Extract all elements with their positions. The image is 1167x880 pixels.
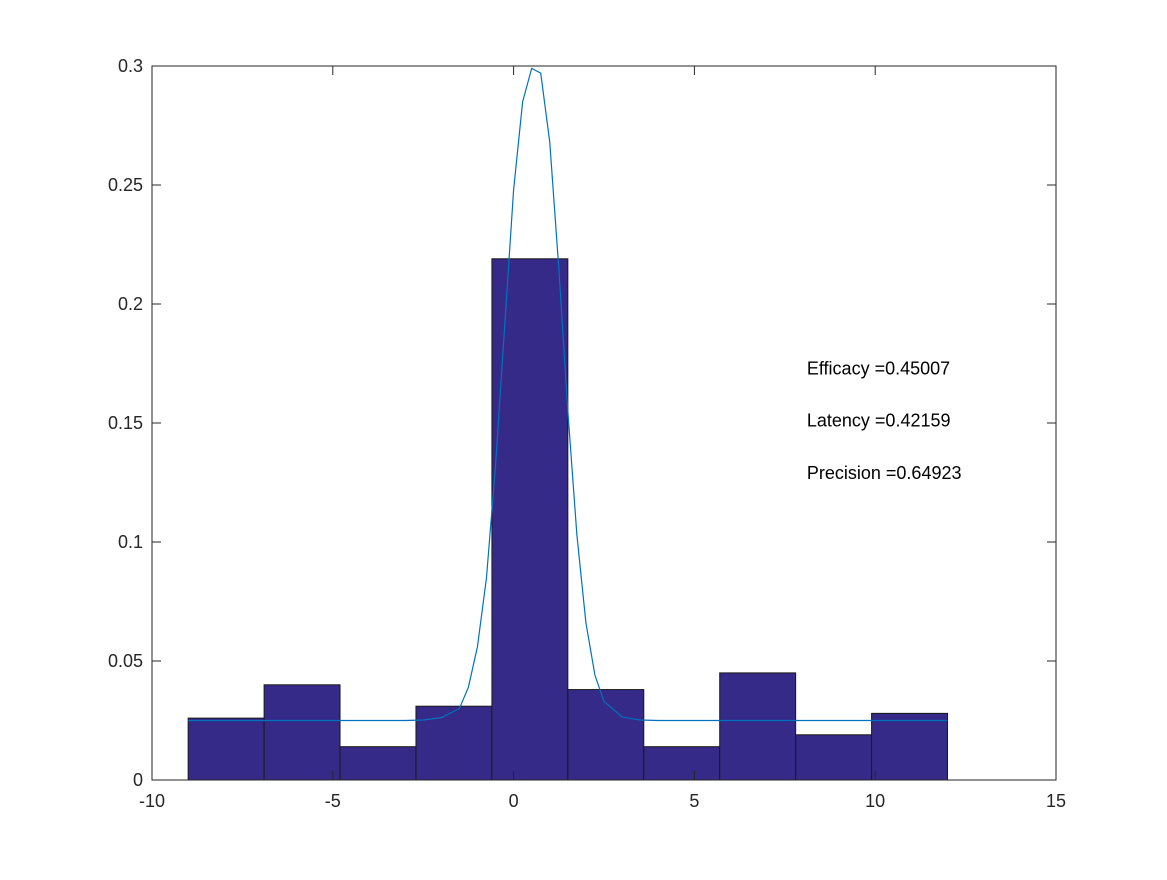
histogram-bar-4 xyxy=(415,705,493,781)
x-tick-label: 0 xyxy=(509,791,519,811)
y-tick-label: 0.25 xyxy=(108,175,143,195)
histogram-bar-10 xyxy=(871,712,949,781)
histogram-bar-2 xyxy=(263,684,341,781)
y-tick-label: 0.05 xyxy=(108,651,143,671)
y-tick-label: 0.15 xyxy=(108,413,143,433)
y-tick-label: 0.3 xyxy=(118,56,143,76)
stat-annotation-3: Precision =0.64923 xyxy=(807,463,962,483)
plot-background xyxy=(152,66,1056,780)
y-tick-label: 0.1 xyxy=(118,532,143,552)
x-tick-label: -10 xyxy=(139,791,165,811)
histogram-bar-8 xyxy=(719,672,797,781)
stat-annotation-2: Latency =0.42159 xyxy=(807,411,951,431)
histogram-bar-3 xyxy=(339,746,417,781)
fit-curve-line xyxy=(188,67,948,722)
x-tick-label: -5 xyxy=(325,791,341,811)
histogram-bar-5 xyxy=(491,258,569,781)
x-tick-label: 10 xyxy=(865,791,885,811)
x-tick-label: 5 xyxy=(689,791,699,811)
annotation-layer: Efficacy =0.45007 Latency =0.42159 Precisi… xyxy=(807,358,962,483)
y-tick-label: 0.2 xyxy=(118,294,143,314)
histogram-bar-9 xyxy=(795,734,873,781)
histogram-bar-1 xyxy=(187,717,265,781)
bars-layer xyxy=(187,258,949,781)
x-tick-label: 15 xyxy=(1046,791,1066,811)
stat-annotation-1: Efficacy =0.45007 xyxy=(807,358,950,378)
ticks-layer: -10 -5 0 5 10 15 0 0.05 0.1 0.15 0.2 0.25 0.3 xyxy=(108,56,1066,811)
histogram-bar-7 xyxy=(643,746,721,781)
y-tick-label: 0 xyxy=(133,770,143,790)
fit-line-layer xyxy=(188,67,948,722)
